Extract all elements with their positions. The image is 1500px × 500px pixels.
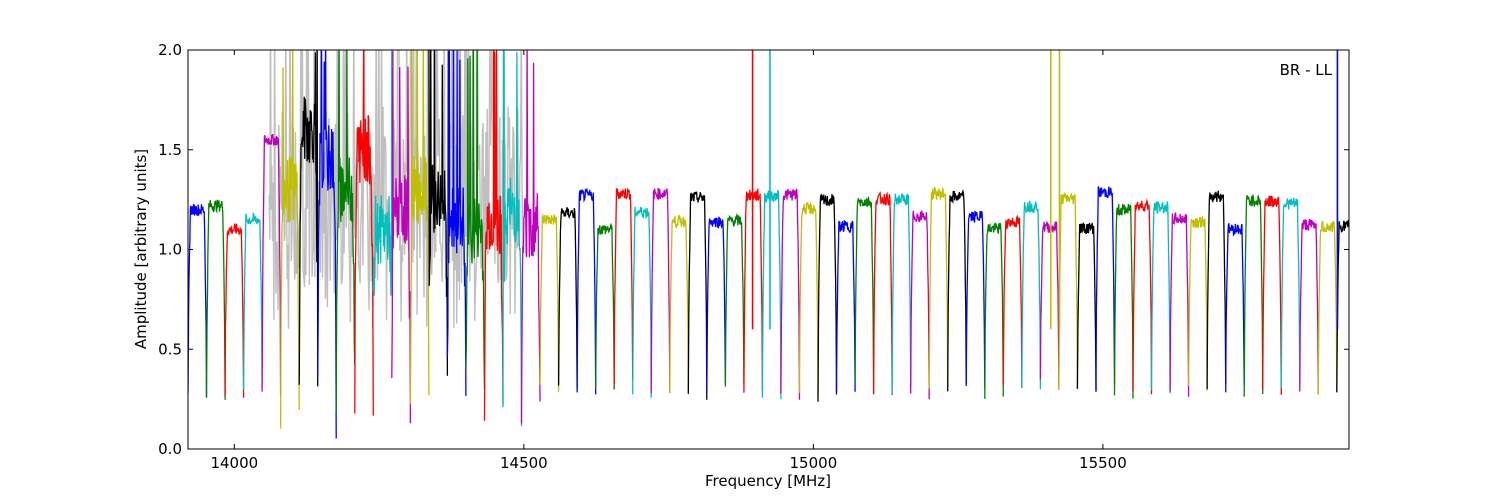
channel-series [1150, 201, 1171, 394]
channel-series [409, 50, 430, 405]
x-axis-ticks: 14000 14500 15000 15500 [210, 50, 1127, 472]
x-tick-label: 15500 [1079, 454, 1127, 472]
channel-series [650, 187, 671, 394]
channel-series [1206, 190, 1227, 390]
channel-series [428, 50, 449, 376]
channel-series [613, 187, 634, 385]
channel-series [205, 199, 226, 400]
series-layer [188, 50, 1349, 439]
channel-series [835, 220, 856, 392]
channel-series [354, 50, 374, 416]
channel-series [261, 133, 282, 396]
y-tick-label: 2.0 [158, 41, 182, 59]
y-tick-label: 0.5 [158, 340, 182, 358]
channel-series [687, 191, 708, 400]
y-axis-ticks: 0.0 0.5 1.0 1.5 2.0 [158, 41, 1349, 458]
channel-series [965, 210, 986, 389]
channel-series [1280, 197, 1301, 390]
y-tick-label: 0.0 [158, 440, 182, 458]
channel-series [798, 201, 819, 397]
channel-series [298, 50, 319, 387]
channel-series [242, 211, 263, 391]
channel-series [317, 50, 337, 439]
channel-series [780, 188, 801, 400]
channel-series [706, 216, 727, 392]
channel-series [1039, 221, 1060, 390]
channel-series [1317, 220, 1338, 395]
channel-series [669, 214, 689, 393]
channel-series [1076, 222, 1097, 391]
channel-series [557, 207, 578, 389]
y-axis-label: Amplitude [arbitrary units] [132, 149, 150, 349]
plot-annotation: BR - LL [1280, 61, 1333, 79]
channel-series [1262, 195, 1282, 395]
channel-series [539, 213, 560, 392]
channel-series [279, 50, 300, 429]
x-axis-label: Frequency [MHz] [705, 472, 831, 490]
channel-series [465, 50, 486, 390]
channel-series [761, 190, 782, 400]
channel-series [595, 223, 615, 390]
channel-series [984, 222, 1004, 399]
channel-series [1225, 223, 1245, 393]
channel-series [910, 210, 930, 400]
x-tick-label: 15000 [790, 454, 838, 472]
x-tick-label: 14000 [210, 454, 258, 472]
channel-series [1336, 219, 1349, 393]
x-tick-label: 14500 [500, 454, 548, 472]
channel-series [1187, 216, 1208, 391]
channel-series [1113, 203, 1134, 399]
channel-series [520, 50, 541, 424]
channel-series [1021, 200, 1042, 390]
channel-series [372, 50, 393, 296]
channel-series [188, 203, 208, 397]
channel-series [1058, 192, 1079, 391]
channel-series [891, 193, 912, 395]
y-tick-label: 1.5 [158, 141, 182, 159]
channel-series [1169, 212, 1190, 397]
channel-series [502, 50, 523, 427]
channel-series [1299, 218, 1319, 395]
channel-series [1002, 214, 1023, 389]
channel-series [947, 189, 967, 392]
channel-series [724, 212, 745, 387]
channel-series [1095, 186, 1116, 392]
channel-series [391, 51, 412, 424]
channel-series [446, 50, 467, 396]
channel-series [224, 223, 245, 398]
channel-series [854, 196, 875, 395]
channel-series [335, 50, 356, 413]
channel-series [483, 50, 504, 421]
channel-series [1132, 198, 1153, 395]
channel-series [817, 193, 838, 402]
channel-series [872, 190, 893, 396]
channel-series [1243, 194, 1264, 397]
y-tick-label: 1.0 [158, 241, 182, 259]
channel-series [928, 186, 949, 392]
channel-series [576, 187, 597, 395]
channel-series [632, 206, 652, 398]
